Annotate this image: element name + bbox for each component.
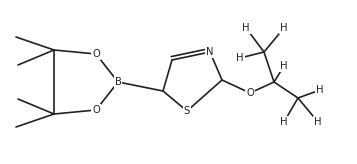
Text: O: O: [92, 49, 100, 59]
Text: H: H: [280, 117, 288, 127]
Text: H: H: [242, 23, 250, 33]
Text: O: O: [92, 105, 100, 115]
Text: H: H: [314, 117, 322, 127]
Text: H: H: [280, 23, 288, 33]
Text: H: H: [316, 85, 324, 95]
Text: B: B: [115, 77, 121, 87]
Text: S: S: [184, 106, 190, 116]
Text: H: H: [236, 53, 244, 63]
Text: H: H: [280, 61, 288, 71]
Text: N: N: [206, 47, 214, 57]
Text: O: O: [246, 88, 254, 98]
